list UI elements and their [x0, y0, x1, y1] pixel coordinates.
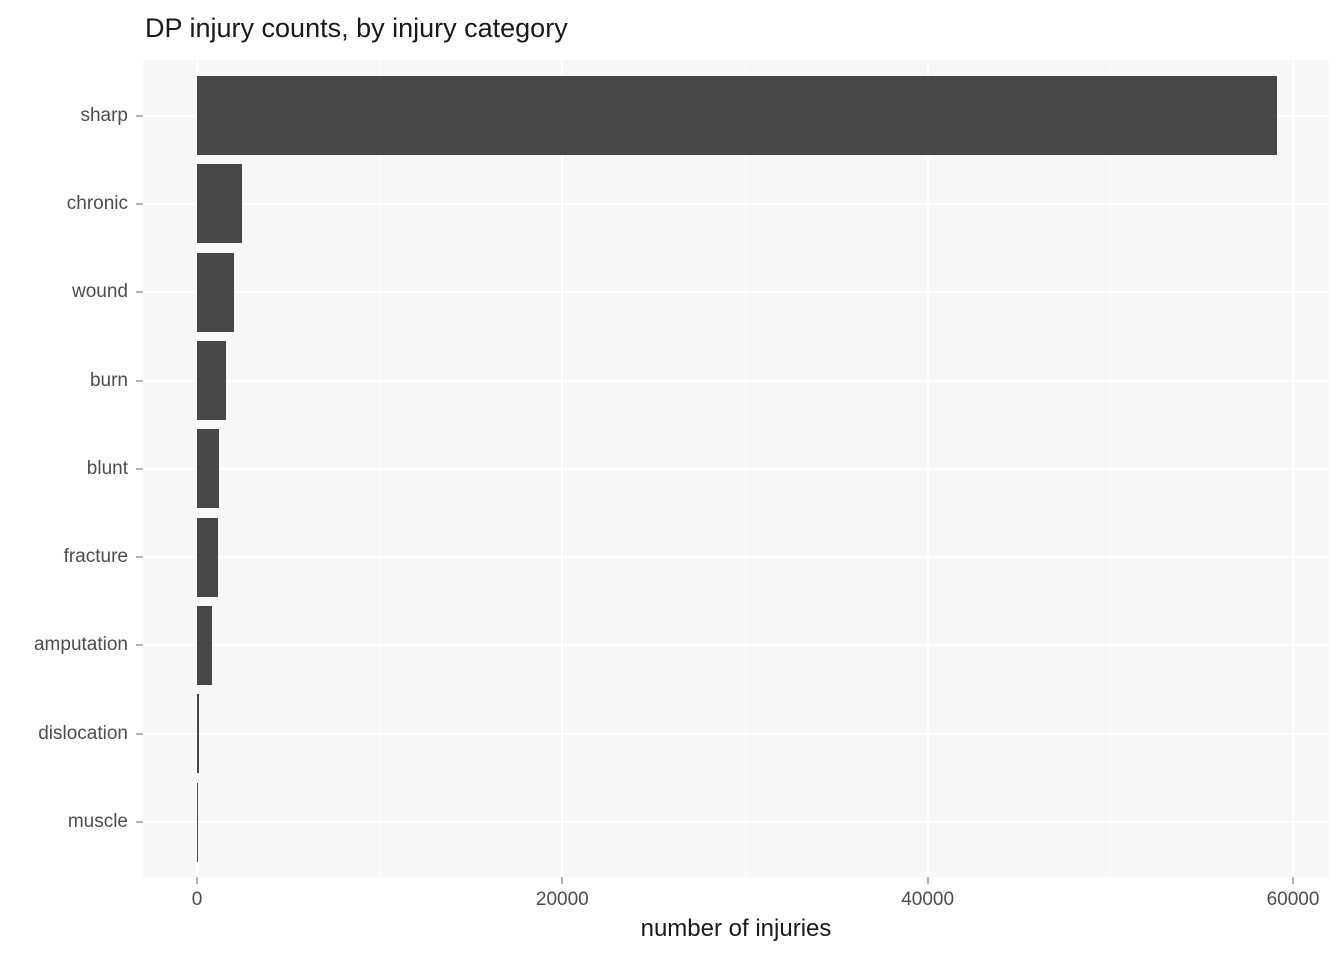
category-gridline [143, 467, 1329, 470]
x-tick-label-40000: 40000 [901, 889, 955, 910]
x-tick-mark [926, 877, 929, 884]
y-tick-mark [136, 291, 143, 294]
y-tick-label-dislocation: dislocation [38, 722, 128, 744]
bar-sharp [197, 76, 1277, 156]
y-tick-label-blunt: blunt [86, 457, 128, 479]
plot-panel [143, 60, 1329, 877]
y-tick-label-muscle: muscle [67, 811, 128, 832]
y-tick-mark [136, 644, 143, 647]
bar-amputation [197, 605, 213, 685]
category-gridline [143, 556, 1329, 559]
y-tick-mark [136, 732, 143, 735]
y-tick-label-fracture: fracture [63, 546, 128, 568]
y-tick-mark [136, 114, 143, 117]
y-tick-label-sharp: sharp [80, 104, 128, 126]
bar-burn [197, 341, 227, 420]
x-tick-mark [196, 877, 198, 884]
y-tick-label-burn: burn [89, 369, 128, 391]
category-gridline [143, 379, 1329, 382]
category-gridline [143, 202, 1329, 205]
chart-title: DP injury counts, by injury category [145, 13, 568, 43]
x-tick-label-0: 0 [191, 889, 203, 910]
y-tick-mark [136, 379, 143, 382]
y-tick-label-amputation: amputation [33, 634, 128, 656]
y-tick-mark [136, 467, 143, 470]
x-tick-label-20000: 20000 [535, 889, 589, 910]
x-tick-mark [561, 877, 564, 884]
category-gridline [143, 732, 1329, 735]
category-gridline [143, 644, 1329, 647]
bar-wound [197, 252, 234, 332]
y-tick-mark [136, 202, 143, 205]
x-axis-title: number of injuries [640, 915, 832, 942]
bar-blunt [197, 429, 219, 509]
bar-fracture [197, 517, 218, 597]
y-tick-label-chronic: chronic [66, 192, 128, 214]
y-tick-mark [136, 556, 143, 559]
bar-chronic [197, 164, 242, 244]
x-tick-label-60000: 60000 [1266, 889, 1320, 910]
category-gridline [143, 291, 1329, 294]
y-tick-mark [136, 821, 143, 823]
bar-dislocation [197, 694, 199, 774]
y-tick-label-wound: wound [72, 281, 128, 303]
category-gridline [143, 821, 1329, 823]
x-tick-mark [1292, 877, 1294, 884]
